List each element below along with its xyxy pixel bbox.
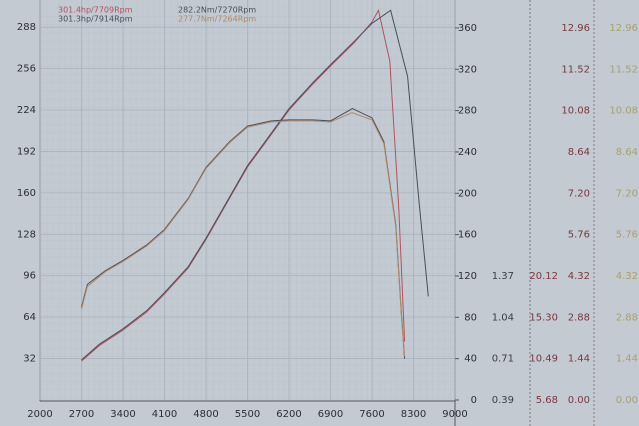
x-tick-label: 8300 xyxy=(401,409,426,420)
y-tick-label: 288 xyxy=(17,22,36,33)
aux-tick-label: 1.44 xyxy=(568,354,590,365)
y-tick-label: 96 xyxy=(23,271,36,282)
y-tick-label: 160 xyxy=(17,188,36,199)
aux-tick-label: 7.20 xyxy=(616,188,638,199)
aux-tick-label: 4.32 xyxy=(568,271,590,282)
aux-tick-label: 5.68 xyxy=(536,395,558,406)
x-tick-label: 5500 xyxy=(235,409,260,420)
aux-tick-label: 15.30 xyxy=(529,312,558,323)
series-line xyxy=(81,8,406,362)
x-tick-label: 2700 xyxy=(69,409,94,420)
legend-entry: 277.7Nm/7264Rpm xyxy=(178,15,256,24)
aux-tick-label: 1.04 xyxy=(492,312,514,323)
aux-tick-label: 5.76 xyxy=(616,230,638,241)
y-tick-label: 32 xyxy=(23,354,36,365)
y2-tick-label: 240 xyxy=(458,147,477,158)
x-tick-label: 7600 xyxy=(359,409,384,420)
series-line xyxy=(81,107,406,359)
y2-tick-label: 280 xyxy=(458,106,477,117)
y2-tick-label: 360 xyxy=(458,23,477,34)
x-tick-label: 4800 xyxy=(193,409,218,420)
aux-tick-label: 2.88 xyxy=(616,312,638,323)
series-line xyxy=(81,112,406,357)
aux-tick-label: 5.76 xyxy=(568,230,590,241)
y-tick-label: 128 xyxy=(17,229,36,240)
x-tick-label: 6200 xyxy=(276,409,301,420)
x-tick-label: 6900 xyxy=(318,409,343,420)
aux-tick-label: 12.96 xyxy=(609,23,638,34)
aux-tick-label: 4.32 xyxy=(616,271,638,282)
aux-tick-label: 7.20 xyxy=(568,188,590,199)
aux-tick-label: 20.12 xyxy=(529,271,558,282)
y2-tick-label: 200 xyxy=(458,188,477,199)
y2-tick-label: 40 xyxy=(464,354,477,365)
aux-tick-label: 11.52 xyxy=(561,64,590,75)
y2-tick-label: 120 xyxy=(458,271,477,282)
y-tick-label: 192 xyxy=(17,146,36,157)
y2-tick-label: 80 xyxy=(464,312,477,323)
series-line xyxy=(81,9,429,361)
aux-tick-label: 10.08 xyxy=(609,106,638,117)
aux-tick-label: 11.52 xyxy=(609,64,638,75)
y-tick-label: 256 xyxy=(17,64,36,75)
y-tick-label: 224 xyxy=(17,105,36,116)
aux-tick-label: 0.00 xyxy=(568,395,590,406)
y-tick-label: 64 xyxy=(23,312,36,323)
y2-tick-label: 0 xyxy=(471,395,477,406)
y2-tick-label: 160 xyxy=(458,230,477,241)
aux-tick-label: 12.96 xyxy=(561,23,590,34)
aux-tick-label: 8.64 xyxy=(568,147,590,158)
aux-tick-label: 0.71 xyxy=(492,354,514,365)
aux-tick-label: 10.49 xyxy=(529,354,558,365)
aux-tick-label: 8.64 xyxy=(616,147,638,158)
aux-tick-label: 0.00 xyxy=(616,395,638,406)
aux-tick-label: 0.39 xyxy=(492,395,514,406)
aux-tick-label: 1.37 xyxy=(492,271,514,282)
x-tick-label: 3400 xyxy=(110,409,135,420)
legend-entry: 301.3hp/7914Rpm xyxy=(58,15,133,24)
legend-entry: 301.4hp/7709Rpm xyxy=(58,6,133,15)
y2-tick-label: 320 xyxy=(458,64,477,75)
legend-entry: 282.2Nm/7270Rpm xyxy=(178,6,256,15)
x-tick-label: 2000 xyxy=(27,409,52,420)
aux-tick-label: 1.44 xyxy=(616,354,638,365)
x-tick-label: 9000 xyxy=(442,409,467,420)
aux-tick-label: 2.88 xyxy=(568,312,590,323)
aux-tick-label: 10.08 xyxy=(561,106,590,117)
x-tick-label: 4100 xyxy=(152,409,177,420)
